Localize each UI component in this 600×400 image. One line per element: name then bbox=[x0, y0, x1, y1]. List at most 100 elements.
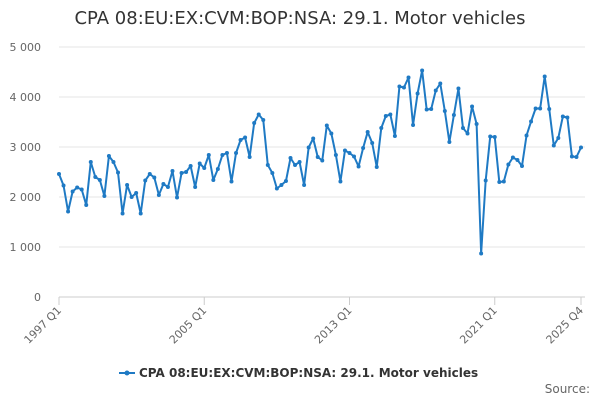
data-point[interactable] bbox=[315, 155, 320, 159]
data-point[interactable] bbox=[488, 134, 493, 139]
data-point[interactable] bbox=[338, 179, 343, 184]
data-point[interactable] bbox=[542, 74, 547, 79]
data-point[interactable] bbox=[515, 158, 520, 162]
data-point[interactable] bbox=[79, 187, 84, 192]
data-point[interactable] bbox=[579, 145, 583, 150]
data-point[interactable] bbox=[147, 172, 152, 176]
data-point[interactable] bbox=[93, 175, 98, 179]
data-point[interactable] bbox=[451, 113, 456, 117]
data-point[interactable] bbox=[492, 135, 497, 139]
data-point[interactable] bbox=[247, 155, 252, 159]
data-point[interactable] bbox=[138, 211, 143, 216]
data-point[interactable] bbox=[524, 133, 529, 138]
data-point[interactable] bbox=[442, 109, 447, 113]
data-point[interactable] bbox=[529, 119, 534, 124]
data-point[interactable] bbox=[116, 170, 121, 175]
data-point[interactable] bbox=[270, 171, 275, 175]
data-point[interactable] bbox=[329, 131, 334, 136]
series-line[interactable] bbox=[58, 69, 582, 255]
data-point[interactable] bbox=[229, 179, 234, 184]
data-point[interactable] bbox=[379, 126, 384, 130]
data-point[interactable] bbox=[547, 107, 552, 111]
data-point[interactable] bbox=[293, 163, 298, 167]
data-point[interactable] bbox=[574, 155, 579, 159]
data-point[interactable] bbox=[429, 107, 434, 111]
data-point[interactable] bbox=[202, 166, 207, 170]
data-point[interactable] bbox=[347, 151, 352, 155]
data-point[interactable] bbox=[361, 146, 366, 150]
data-point[interactable] bbox=[397, 84, 402, 89]
data-point[interactable] bbox=[243, 135, 248, 140]
data-point[interactable] bbox=[84, 203, 89, 207]
data-point[interactable] bbox=[143, 178, 148, 183]
data-point[interactable] bbox=[333, 153, 338, 157]
data-point[interactable] bbox=[125, 183, 130, 187]
data-point[interactable] bbox=[501, 179, 506, 184]
data-point[interactable] bbox=[388, 112, 393, 117]
data-point[interactable] bbox=[519, 164, 524, 168]
series-group[interactable] bbox=[57, 68, 583, 256]
data-point[interactable] bbox=[184, 170, 189, 174]
data-point[interactable] bbox=[551, 143, 556, 148]
data-point[interactable] bbox=[265, 163, 270, 167]
data-point[interactable] bbox=[483, 178, 488, 183]
data-point[interactable] bbox=[470, 104, 475, 109]
data-point[interactable] bbox=[261, 118, 266, 122]
data-point[interactable] bbox=[374, 165, 379, 169]
data-point[interactable] bbox=[320, 158, 325, 163]
data-point[interactable] bbox=[352, 154, 357, 159]
legend-item-label[interactable]: CPA 08:EU:EX:CVM:BOP:NSA: 29.1. Motor ve… bbox=[139, 366, 478, 380]
data-point[interactable] bbox=[220, 153, 225, 157]
data-point[interactable] bbox=[156, 193, 161, 197]
data-point[interactable] bbox=[252, 121, 257, 125]
data-point[interactable] bbox=[420, 68, 425, 73]
data-point[interactable] bbox=[152, 175, 157, 180]
data-point[interactable] bbox=[215, 167, 220, 171]
data-point[interactable] bbox=[224, 151, 229, 155]
data-point[interactable] bbox=[538, 106, 543, 111]
data-point[interactable] bbox=[497, 180, 502, 184]
data-point[interactable] bbox=[297, 160, 302, 164]
legend[interactable]: CPA 08:EU:EX:CVM:BOP:NSA: 29.1. Motor ve… bbox=[119, 366, 478, 380]
data-point[interactable] bbox=[438, 81, 443, 86]
data-point[interactable] bbox=[433, 88, 438, 93]
data-point[interactable] bbox=[506, 162, 511, 167]
data-point[interactable] bbox=[311, 136, 316, 141]
data-point[interactable] bbox=[424, 107, 429, 112]
data-point[interactable] bbox=[97, 178, 102, 182]
data-point[interactable] bbox=[411, 123, 416, 127]
data-point[interactable] bbox=[556, 136, 561, 140]
data-point[interactable] bbox=[415, 91, 420, 96]
data-point[interactable] bbox=[106, 154, 111, 158]
data-point[interactable] bbox=[206, 153, 211, 157]
data-point[interactable] bbox=[456, 86, 461, 91]
data-point[interactable] bbox=[234, 151, 239, 155]
data-point[interactable] bbox=[342, 148, 347, 153]
data-point[interactable] bbox=[57, 172, 61, 176]
data-point[interactable] bbox=[161, 182, 166, 186]
data-point[interactable] bbox=[392, 134, 397, 138]
data-point[interactable] bbox=[170, 169, 175, 173]
data-point[interactable] bbox=[70, 189, 75, 194]
data-point[interactable] bbox=[175, 195, 180, 200]
data-point[interactable] bbox=[211, 178, 216, 182]
data-point[interactable] bbox=[370, 141, 375, 145]
data-point[interactable] bbox=[283, 179, 288, 183]
data-point[interactable] bbox=[302, 183, 307, 187]
data-point[interactable] bbox=[406, 75, 411, 80]
data-point[interactable] bbox=[120, 211, 125, 216]
data-point[interactable] bbox=[179, 171, 184, 175]
data-point[interactable] bbox=[197, 161, 202, 166]
data-point[interactable] bbox=[569, 154, 574, 159]
data-point[interactable] bbox=[383, 114, 388, 118]
data-point[interactable] bbox=[193, 185, 198, 189]
data-point[interactable] bbox=[66, 209, 71, 214]
data-point[interactable] bbox=[279, 183, 284, 187]
data-point[interactable] bbox=[365, 130, 370, 134]
data-point[interactable] bbox=[465, 131, 470, 136]
data-point[interactable] bbox=[111, 160, 116, 164]
data-point[interactable] bbox=[324, 123, 329, 128]
data-point[interactable] bbox=[165, 185, 170, 189]
data-point[interactable] bbox=[510, 155, 515, 160]
data-point[interactable] bbox=[274, 186, 279, 191]
